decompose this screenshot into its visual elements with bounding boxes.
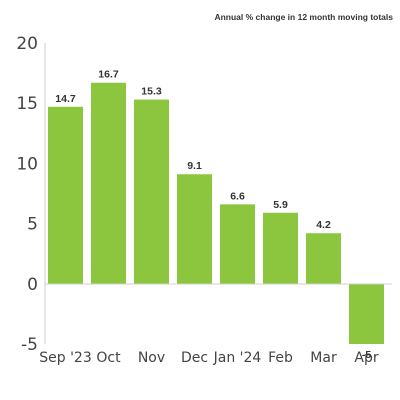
x-tick-label: Apr bbox=[354, 350, 378, 366]
x-tick-label: Oct bbox=[96, 350, 121, 366]
bar bbox=[263, 212, 298, 284]
y-tick-label: 0 bbox=[27, 275, 38, 295]
bar bbox=[220, 204, 255, 284]
x-axis-ticks: Sep '23 Oct Nov Dec Jan '24 Feb Mar Apr bbox=[39, 350, 379, 366]
y-tick-label: -5 bbox=[21, 335, 38, 355]
bar bbox=[177, 174, 212, 284]
chart-subtitle: Annual % change in 12 month moving total… bbox=[214, 12, 393, 22]
bar bbox=[48, 106, 83, 284]
x-tick-label: Nov bbox=[138, 350, 165, 366]
data-label: 14.7 bbox=[55, 93, 76, 105]
x-tick-label: Dec bbox=[181, 350, 208, 366]
bars bbox=[48, 82, 384, 344]
data-label: 9.1 bbox=[187, 160, 202, 172]
x-tick-label: Sep '23 bbox=[39, 350, 92, 366]
data-label: 6.6 bbox=[230, 190, 245, 202]
data-label: 15.3 bbox=[141, 86, 162, 98]
bar bbox=[91, 82, 126, 284]
y-tick-label: 5 bbox=[27, 215, 38, 235]
bar bbox=[306, 233, 341, 284]
data-label: 4.2 bbox=[316, 219, 331, 231]
data-label: -5 bbox=[362, 349, 371, 361]
bar bbox=[349, 283, 384, 344]
x-tick-label: Feb bbox=[268, 350, 293, 366]
y-tick-label: 20 bbox=[16, 34, 38, 54]
data-labels: 14.7 16.7 15.3 9.1 6.6 5.9 4.2 -5 bbox=[55, 69, 371, 361]
y-tick-label: 15 bbox=[16, 94, 38, 114]
y-axis-ticks: 20 15 10 5 0 -5 bbox=[16, 34, 38, 355]
data-label: 5.9 bbox=[273, 199, 288, 211]
bar bbox=[134, 99, 169, 284]
x-tick-label: Jan '24 bbox=[213, 350, 262, 366]
x-tick-label: Mar bbox=[310, 350, 337, 366]
y-tick-label: 10 bbox=[16, 154, 38, 174]
data-label: 16.7 bbox=[98, 69, 119, 81]
